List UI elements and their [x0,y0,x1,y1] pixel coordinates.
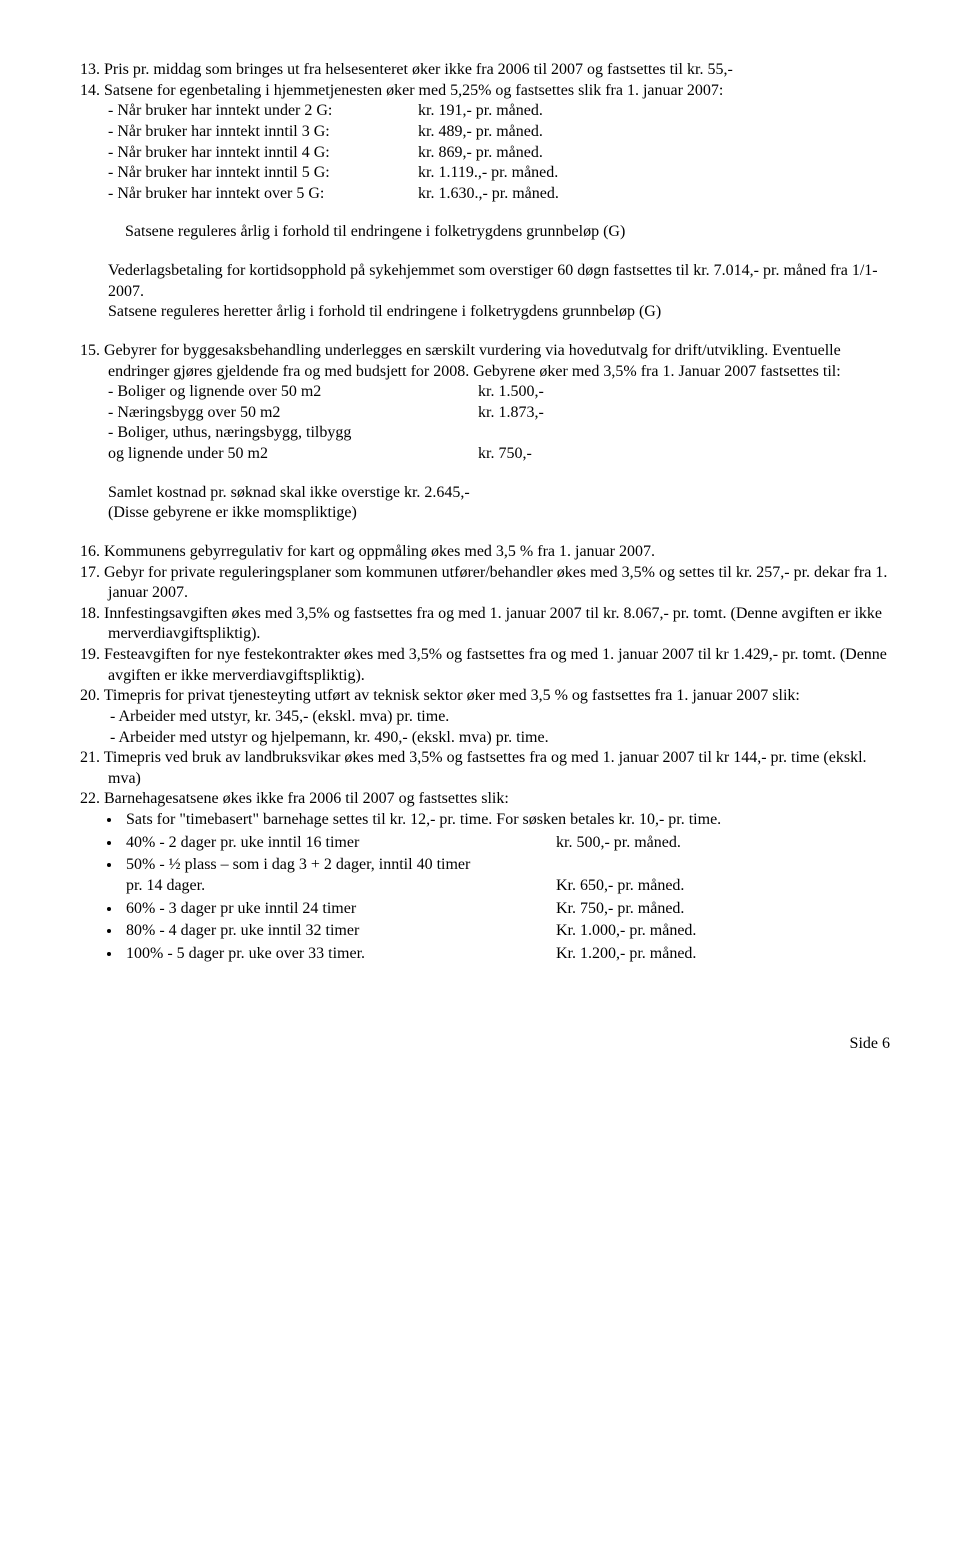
row-value: kr. 1.500,- [478,382,544,403]
bullet-right: Kr. 1.200,- pr. måned. [556,944,696,965]
row-label: - Når bruker har inntekt inntil 3 G: [108,122,418,143]
row-label: - Næringsbygg over 50 m2 [108,403,478,424]
item-20-intro: 20. Timepris for privat tjenesteyting ut… [80,686,890,707]
item-18: 18. Innfestingsavgiften økes med 3,5% og… [80,604,890,645]
item-13: 13. Pris pr. middag som bringes ut fra h… [80,60,890,81]
item-14-vederlag2: Satsene reguleres heretter årlig i forho… [80,302,890,323]
row-value: kr. 869,- pr. måned. [418,143,543,164]
row-label: - Når bruker har inntekt inntil 5 G: [108,163,418,184]
bullet-left: pr. 14 dager. [126,876,556,897]
row-value: kr. 191,- pr. måned. [418,101,543,122]
row-value: kr. 1.630.,- pr. måned. [418,184,559,205]
bullet-left: 40% - 2 dager pr. uke inntil 16 timer [126,833,556,854]
item-14-vederlag1: Vederlagsbetaling for kortidsopphold på … [80,261,890,302]
row-value: kr. 1.119.,- pr. måned. [418,163,558,184]
bullet-left: 60% - 3 dager pr uke inntil 24 timer [126,899,556,920]
item-15-table: - Boliger og lignende over 50 m2kr. 1.50… [80,382,890,465]
page-footer: Side 6 [80,1034,890,1055]
row-label: og lignende under 50 m2 [108,444,478,465]
row-label: - Når bruker har inntekt inntil 4 G: [108,143,418,164]
item-20-sub2: - Arbeider med utstyr og hjelpemann, kr.… [80,728,890,749]
row-label: - Når bruker har inntekt over 5 G: [108,184,418,205]
bullet-right: Kr. 1.000,- pr. måned. [556,921,696,942]
item-17: 17. Gebyr for private reguleringsplaner … [80,563,890,604]
item-15-intro: 15. Gebyrer for byggesaksbehandling unde… [80,341,890,382]
row-value: kr. 750,- [478,444,532,465]
item-14-intro: 14. Satsene for egenbetaling i hjemmetje… [80,81,890,102]
bullet-right: Kr. 750,- pr. måned. [556,899,684,920]
row-label: - Når bruker har inntekt under 2 G: [108,101,418,122]
row-value: kr. 1.873,- [478,403,544,424]
item-20-sub1: - Arbeider med utstyr, kr. 345,- (ekskl.… [80,707,890,728]
bullet-left: 50% - ½ plass – som i dag 3 + 2 dager, i… [126,856,470,873]
item-22-bullets: Sats for "timebasert" barnehage settes t… [80,810,890,964]
row-label: - Boliger og lignende over 50 m2 [108,382,478,403]
item-22-intro: 22. Barnehagesatsene økes ikke fra 2006 … [80,789,890,810]
bullet-text: Sats for "timebasert" barnehage settes t… [126,811,721,828]
item-21: 21. Timepris ved bruk av landbruksvikar … [80,748,890,789]
item-15-samlet: Samlet kostnad pr. søknad skal ikke over… [80,483,890,504]
row-value: kr. 489,- pr. måned. [418,122,543,143]
row-label: - Boliger, uthus, næringsbygg, tilbygg [108,423,478,444]
item-14-note: Satsene reguleres årlig i forhold til en… [80,222,890,243]
bullet-left: 100% - 5 dager pr. uke over 33 timer. [126,944,556,965]
bullet-right: kr. 500,- pr. måned. [556,833,681,854]
item-14-table: - Når bruker har inntekt under 2 G:kr. 1… [80,101,890,204]
bullet-right: Kr. 650,- pr. måned. [556,876,684,897]
item-19: 19. Festeavgiften for nye festekontrakte… [80,645,890,686]
bullet-left: 80% - 4 dager pr. uke inntil 32 timer [126,921,556,942]
item-16: 16. Kommunens gebyrregulativ for kart og… [80,542,890,563]
item-15-disse: (Disse gebyrene er ikke momspliktige) [80,503,890,524]
